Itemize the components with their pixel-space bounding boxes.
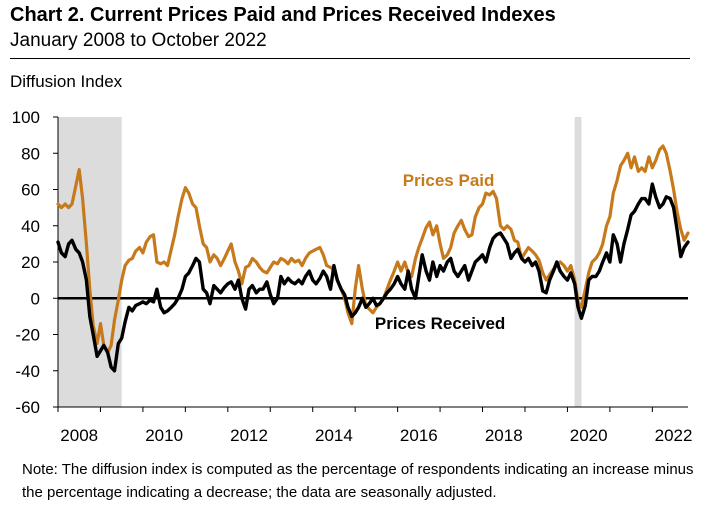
x-tick-label: 2016 bbox=[400, 426, 438, 445]
y-tick-label: 20 bbox=[21, 253, 40, 272]
x-tick-label: 2010 bbox=[145, 426, 183, 445]
x-tick-label: 2022 bbox=[655, 426, 693, 445]
x-tick-label: 2018 bbox=[485, 426, 523, 445]
x-tick-label: 2020 bbox=[570, 426, 608, 445]
x-tick-label: 2012 bbox=[230, 426, 268, 445]
y-tick-label: 40 bbox=[21, 217, 40, 236]
x-tick-label: 2014 bbox=[315, 426, 353, 445]
chart-subtitle: January 2008 to October 2022 bbox=[10, 30, 267, 51]
title-divider bbox=[10, 58, 690, 59]
recession-shading bbox=[574, 117, 582, 407]
y-tick-label: -40 bbox=[15, 362, 40, 381]
y-tick-label: 80 bbox=[21, 144, 40, 163]
chart-title: Chart 2. Current Prices Paid and Prices … bbox=[10, 4, 556, 26]
y-tick-label: 100 bbox=[12, 108, 40, 127]
y-tick-label: -20 bbox=[15, 326, 40, 345]
y-tick-label: 60 bbox=[21, 181, 40, 200]
series-label-prices-received: Prices Received bbox=[375, 314, 505, 333]
series-line-prices-received bbox=[56, 182, 690, 373]
x-tick-label: 2008 bbox=[60, 426, 98, 445]
footnote: Note: The diffusion index is computed as… bbox=[22, 461, 694, 501]
series-label-prices-paid: Prices Paid bbox=[403, 171, 495, 190]
recession-shading bbox=[58, 117, 122, 407]
y-axis-label: Diffusion Index bbox=[10, 72, 123, 91]
y-tick-label: 0 bbox=[31, 289, 40, 308]
series-line-prices-paid bbox=[56, 144, 690, 355]
y-tick-label: -60 bbox=[15, 398, 40, 417]
